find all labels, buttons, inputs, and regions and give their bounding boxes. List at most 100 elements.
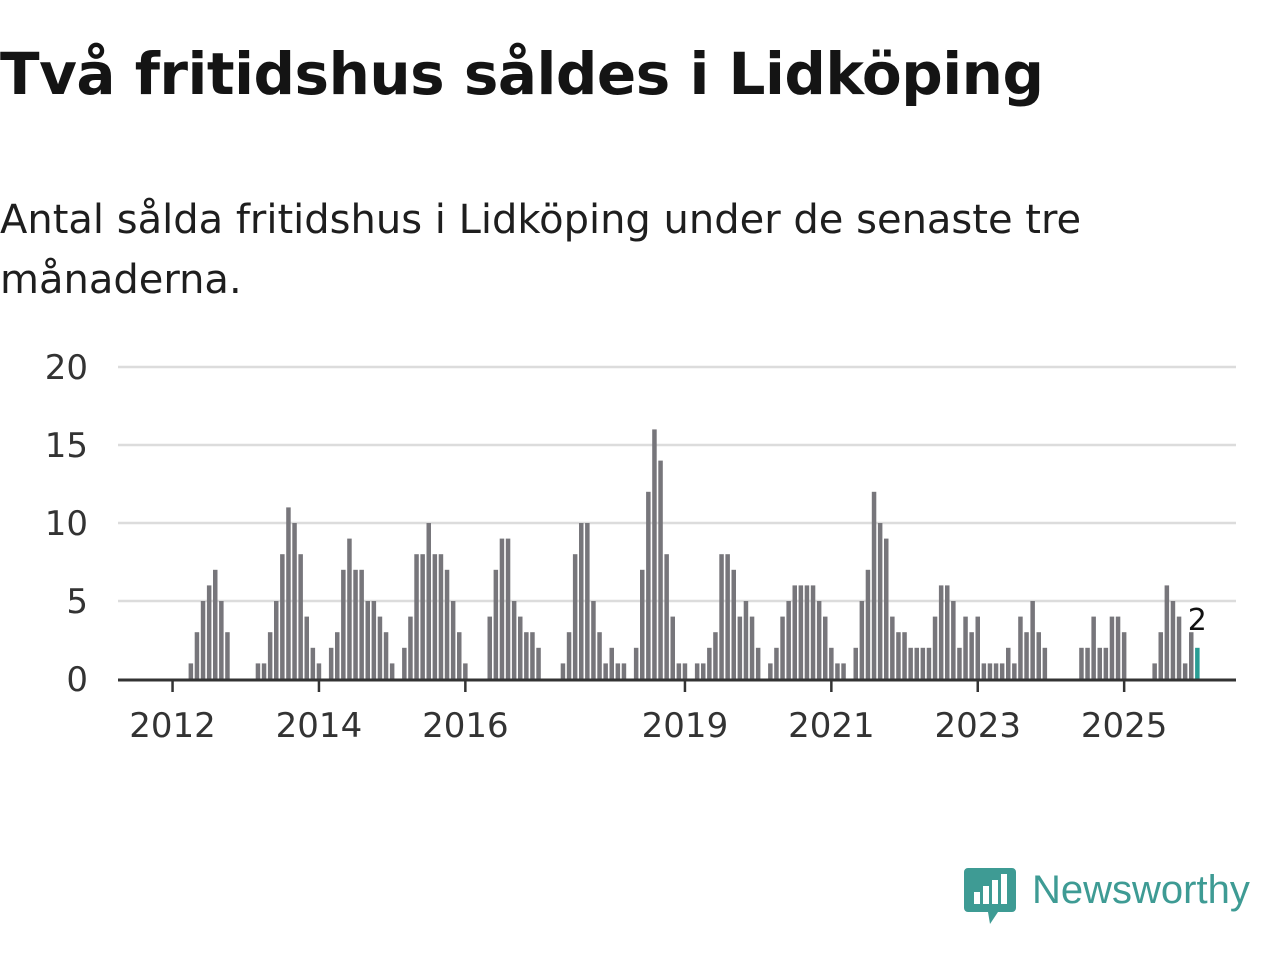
bar — [658, 460, 663, 679]
bar — [225, 632, 230, 679]
bar — [865, 569, 871, 679]
bar — [932, 616, 938, 679]
bar — [798, 585, 804, 679]
x-tick-label: 2021 — [788, 706, 875, 746]
bar — [713, 632, 718, 679]
bar — [1176, 616, 1182, 679]
bar — [914, 647, 919, 679]
bar — [316, 663, 322, 679]
bar — [1085, 647, 1090, 679]
bar — [804, 585, 810, 679]
bar — [566, 632, 572, 679]
bar — [530, 632, 535, 679]
bar — [328, 647, 334, 679]
bar — [414, 554, 419, 679]
bar — [1079, 647, 1084, 679]
y-tick-label: 0 — [66, 660, 88, 700]
bar — [792, 585, 797, 679]
bar — [896, 632, 901, 679]
bar — [560, 663, 566, 679]
bar — [438, 554, 444, 679]
newsworthy-logo-icon — [964, 868, 1016, 924]
bar — [920, 647, 926, 679]
bar — [280, 554, 285, 679]
bar — [646, 491, 651, 679]
bar — [450, 601, 456, 679]
bar — [816, 601, 822, 679]
bar — [1152, 663, 1157, 679]
bar — [719, 554, 724, 679]
bar — [981, 663, 987, 679]
y-tick-label: 15 — [45, 426, 88, 466]
bar-highlight — [1195, 647, 1200, 679]
bar — [755, 647, 761, 679]
bar — [731, 569, 736, 679]
y-tick-label: 20 — [45, 348, 88, 388]
bar — [957, 647, 962, 679]
bar — [1091, 616, 1096, 679]
bar — [1182, 663, 1188, 679]
newsworthy-logo: Newsworthy — [964, 864, 1274, 928]
bar — [694, 663, 700, 679]
bar — [255, 663, 261, 679]
bar — [890, 616, 895, 679]
x-tick-label: 2016 — [422, 706, 509, 746]
bar — [768, 663, 773, 679]
bar — [213, 569, 218, 679]
bar — [774, 647, 779, 679]
bar — [597, 632, 602, 679]
bar — [908, 647, 913, 679]
bar — [1042, 647, 1048, 679]
bar — [292, 523, 297, 679]
bar — [841, 663, 846, 679]
bar — [389, 663, 395, 679]
bar — [335, 632, 340, 679]
bar — [267, 632, 273, 679]
bar — [310, 647, 316, 679]
bar — [591, 601, 596, 679]
bar — [194, 632, 200, 679]
bar — [640, 569, 645, 679]
bar — [633, 647, 639, 679]
bar — [780, 616, 785, 679]
bar — [286, 507, 291, 679]
bar — [1121, 632, 1127, 679]
bar — [371, 601, 377, 679]
bar — [1103, 647, 1109, 679]
bar — [609, 647, 614, 679]
bar — [420, 554, 425, 679]
bar — [1018, 616, 1023, 679]
bar — [1097, 647, 1102, 679]
x-tick-label: 2014 — [276, 706, 363, 746]
bar — [408, 616, 413, 679]
bar — [402, 647, 407, 679]
bar — [951, 601, 956, 679]
bar — [1012, 663, 1017, 679]
bar — [274, 601, 279, 679]
bar — [926, 647, 932, 679]
bar — [682, 663, 688, 679]
bar — [749, 616, 755, 679]
x-tick-label: 2025 — [1081, 706, 1168, 746]
bar — [652, 429, 657, 679]
chart-subtitle: Antal sålda fritidshus i Lidköping under… — [0, 197, 1082, 303]
bar — [987, 663, 993, 679]
gridlines — [118, 365, 1236, 603]
bar — [499, 538, 505, 679]
bar — [505, 538, 511, 679]
bar — [1036, 632, 1041, 679]
bar — [1158, 632, 1163, 679]
bars — [188, 429, 1200, 679]
bar — [304, 616, 309, 679]
bar — [737, 616, 743, 679]
bar — [670, 616, 675, 679]
bar — [298, 554, 303, 679]
bar — [353, 569, 358, 679]
bar — [1006, 647, 1011, 679]
bar — [884, 538, 889, 679]
x-tick-label: 2023 — [934, 706, 1021, 746]
bar — [579, 523, 584, 679]
bar — [603, 663, 608, 679]
bar — [206, 585, 212, 679]
bar — [1115, 616, 1121, 679]
